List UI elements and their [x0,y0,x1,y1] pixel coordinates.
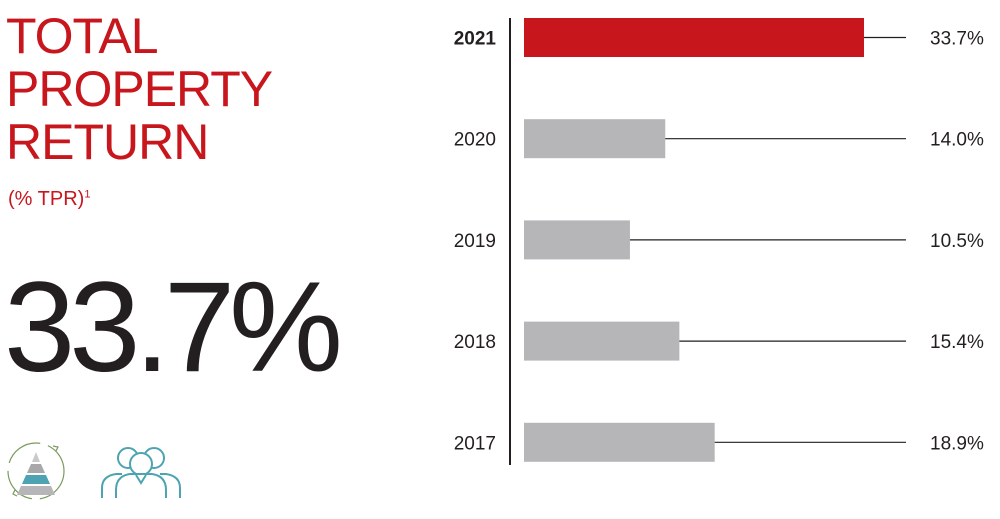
pyramid-cycle-icon [7,442,65,500]
chart-title: TOTAL PROPERTY RETURN [6,8,273,170]
chart-subtitle: (% TPR)1 [8,188,90,211]
title-line-3: RETURN [6,114,209,170]
category-label-2021: 2021 [454,29,497,50]
people-group-icon [101,447,181,498]
value-label-2017: 18.9% [930,433,984,454]
value-label-2019: 10.5% [930,231,984,252]
category-label-2017: 2017 [454,433,496,454]
category-label-2019: 2019 [454,231,496,252]
bar-2020 [524,119,666,159]
bar-2018 [524,321,680,361]
value-label-2021: 33.7% [930,29,984,50]
value-label-2018: 15.4% [930,332,984,353]
icon-row [7,442,181,500]
category-label-2020: 2020 [454,130,496,151]
title-line-1: TOTAL [6,8,159,64]
bar-2021 [524,18,864,57]
category-label-2018: 2018 [454,332,496,353]
title-line-2: PROPERTY [6,61,273,117]
subtitle-text: (% TPR) [8,188,85,210]
bar-2017 [524,422,715,462]
bar-2019 [524,220,630,260]
headline-value: 33.7% [4,256,343,399]
footnote-mark: 1 [84,188,91,201]
bars-layer: 2021 33.7% 2020 14.0% 2019 10.5% 2018 15.4% 2017… [454,18,984,465]
value-label-2020: 14.0% [930,130,984,151]
